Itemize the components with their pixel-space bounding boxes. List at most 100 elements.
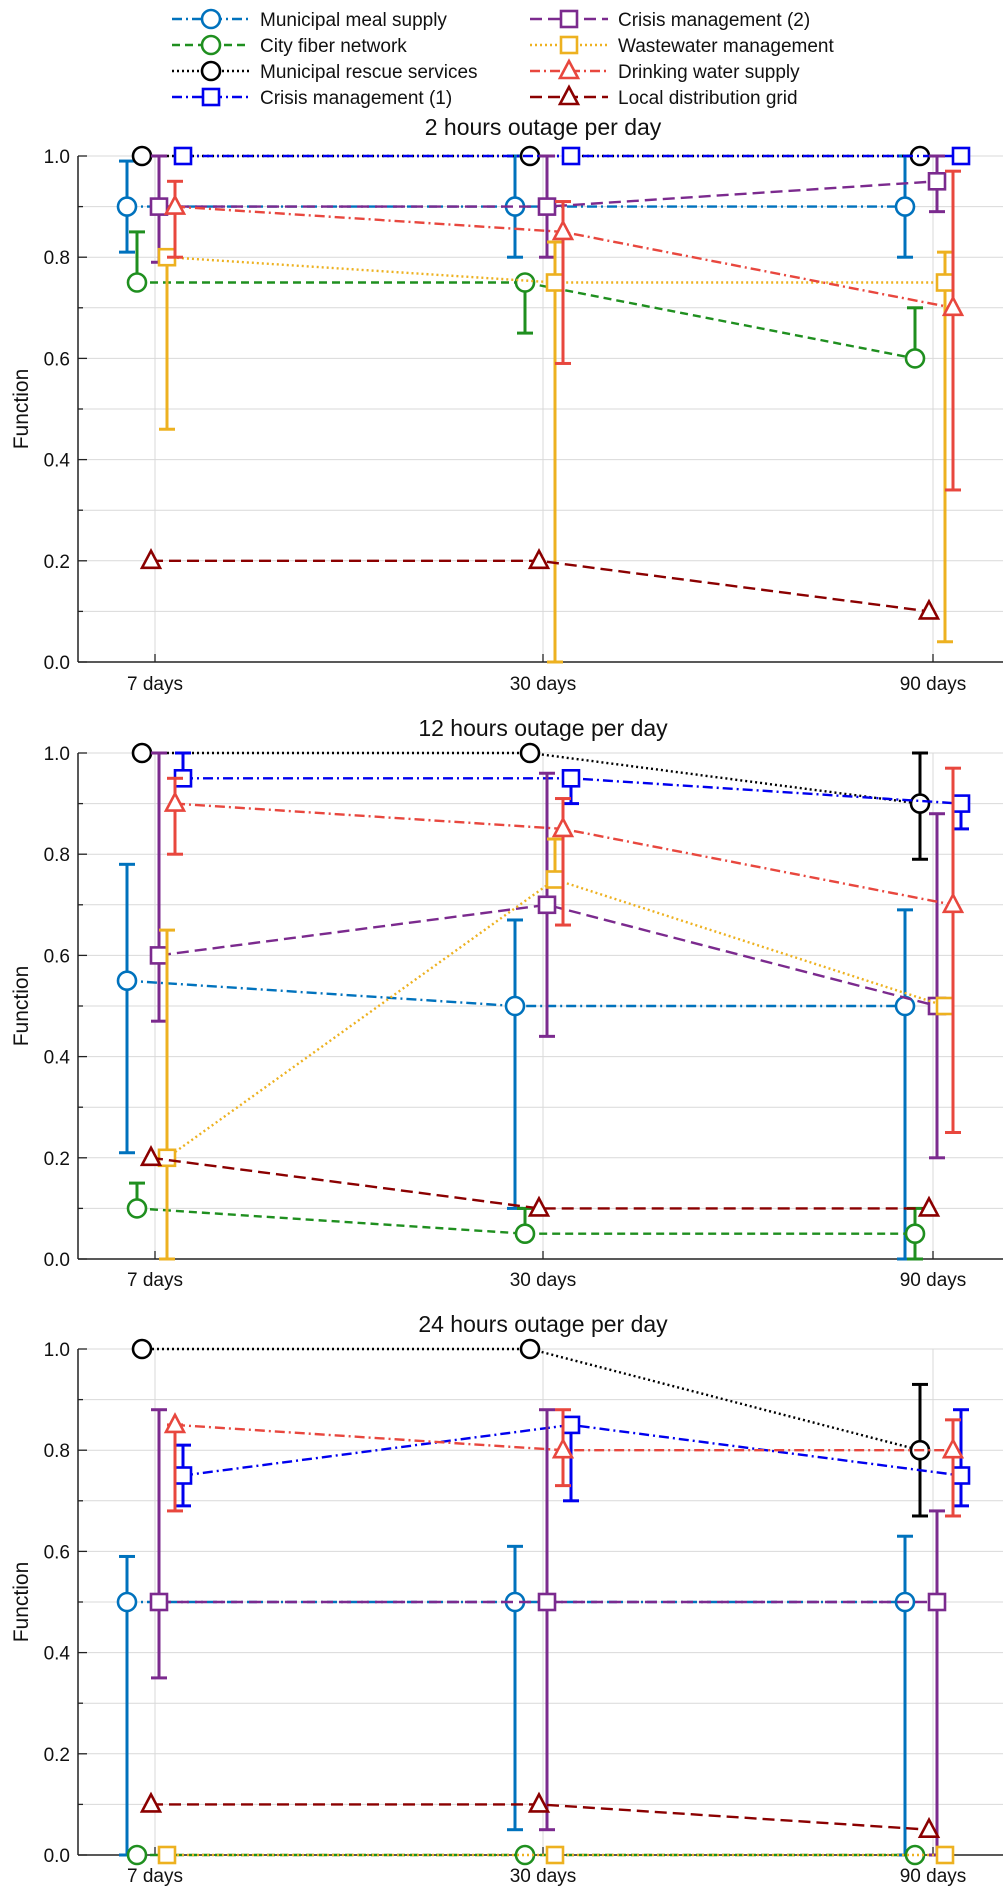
legend-label-crisis-management-1: Crisis management (1) — [260, 88, 452, 109]
panel-2-hours: 0.0 0.2 0.4 0.6 0.8 1.0 7 days 30 days 90 days 2 … — [10, 114, 1003, 695]
point-local-distribution-grid — [139, 1791, 163, 1813]
x-tick-label: 7 days — [127, 674, 183, 695]
legend-marker-drinking-water-supply — [557, 58, 581, 80]
legend-marker-municipal-meal-supply — [200, 8, 222, 30]
y-tick-label: 0.8 — [44, 1441, 70, 1462]
point-wastewater-management — [545, 273, 565, 292]
point-local-distribution-grid — [917, 1195, 941, 1217]
y-tick-label: 0.6 — [44, 946, 70, 967]
point-drinking-water-supply — [551, 1437, 575, 1459]
y-tick-label: 0.4 — [44, 1644, 71, 1665]
point-city-fiber-network — [126, 1198, 148, 1219]
point-wastewater-management — [157, 1845, 177, 1865]
series-line-wastewater-management — [166, 878, 946, 1159]
series-crisis-management-1 — [173, 1408, 971, 1508]
point-drinking-water-supply — [551, 816, 575, 838]
series-line-municipal-rescue-services — [142, 1347, 921, 1452]
legend-label-local-distribution-grid: Local distribution grid — [618, 88, 798, 109]
series-drinking-water-supply — [163, 766, 965, 1134]
series-city-fiber-network — [126, 230, 926, 369]
point-wastewater-management — [545, 870, 565, 889]
point-crisis-management-1 — [173, 146, 193, 166]
point-wastewater-management — [935, 1845, 955, 1865]
point-city-fiber-network — [904, 348, 926, 369]
series-local-distribution-grid — [139, 1145, 941, 1217]
chart-title: 24 hours outage per day — [418, 1311, 668, 1337]
series-local-distribution-grid — [139, 1791, 941, 1838]
x-tick-label: 30 days — [510, 1270, 577, 1291]
legend-marker-municipal-rescue-services — [200, 60, 222, 82]
point-city-fiber-network — [126, 272, 148, 293]
point-crisis-management-1 — [561, 768, 581, 788]
point-municipal-meal-supply — [504, 995, 526, 1017]
point-city-fiber-network — [904, 1223, 926, 1244]
point-crisis-management-1 — [173, 1466, 193, 1485]
point-crisis-management-2 — [149, 1592, 169, 1612]
series-wastewater-management — [157, 1845, 955, 1865]
chart-title: 2 hours outage per day — [425, 114, 662, 140]
point-crisis-management-1 — [561, 146, 581, 166]
y-tick-label: 1.0 — [44, 744, 70, 765]
y-tick-label: 0.6 — [44, 349, 70, 370]
point-local-distribution-grid — [527, 1195, 551, 1217]
point-local-distribution-grid — [917, 598, 941, 620]
legend-label-crisis-management-2: Crisis management (2) — [618, 10, 810, 31]
point-local-distribution-grid — [917, 1816, 941, 1838]
y-axis-label: Function — [10, 1562, 33, 1643]
legend-label-drinking-water-supply: Drinking water supply — [618, 62, 800, 83]
point-drinking-water-supply — [941, 892, 965, 914]
series-line-city-fiber-network — [137, 281, 916, 360]
y-tick-label: 0.0 — [44, 1846, 70, 1867]
point-municipal-meal-supply — [116, 1591, 138, 1613]
y-tick-label: 0.4 — [44, 451, 71, 472]
point-crisis-management-2 — [149, 197, 169, 216]
point-municipal-meal-supply — [116, 970, 138, 992]
y-tick-label: 0.0 — [44, 1250, 70, 1271]
series-city-fiber-network — [126, 1181, 926, 1261]
series-crisis-management-2 — [149, 154, 947, 264]
series-local-distribution-grid — [139, 548, 941, 620]
point-crisis-management-1 — [951, 794, 971, 813]
point-municipal-meal-supply — [894, 196, 916, 217]
legend-label-municipal-meal-supply: Municipal meal supply — [260, 10, 447, 31]
point-crisis-management-2 — [537, 197, 557, 216]
point-municipal-rescue-services — [909, 793, 931, 814]
series-drinking-water-supply — [163, 169, 965, 492]
series-drinking-water-supply — [163, 1408, 965, 1518]
point-drinking-water-supply — [163, 1412, 187, 1434]
y-tick-label: 0.8 — [44, 845, 70, 866]
panel-12-hours: 0.0 0.2 0.4 0.6 0.8 1.0 7 days 30 days 90 days 12… — [10, 715, 1003, 1291]
series-municipal-meal-supply — [116, 862, 916, 1261]
point-crisis-management-1 — [951, 146, 971, 166]
x-tick-label: 90 days — [900, 1866, 967, 1887]
legend-label-wastewater-management: Wastewater management — [618, 36, 835, 57]
point-drinking-water-supply — [941, 295, 965, 317]
x-tick-label: 7 days — [127, 1866, 183, 1887]
series-line-local-distribution-grid — [150, 1156, 929, 1210]
y-axis-label: Function — [10, 369, 33, 450]
series-crisis-management-2 — [149, 1408, 947, 1857]
y-axis-label: Function — [10, 966, 33, 1047]
point-crisis-management-1 — [951, 1466, 971, 1485]
point-municipal-rescue-services — [131, 145, 153, 167]
panel-24-hours: 0.0 0.2 0.4 0.6 0.8 1.0 7 days 30 days 90 days 24… — [10, 1311, 1003, 1887]
series-wastewater-management — [157, 837, 955, 1261]
point-wastewater-management — [157, 1148, 177, 1168]
point-city-fiber-network — [126, 1844, 148, 1866]
legend-marker-crisis-management-2 — [559, 9, 579, 29]
x-tick-label: 90 days — [900, 674, 967, 695]
series-crisis-management-1 — [173, 146, 971, 166]
point-drinking-water-supply — [163, 790, 187, 812]
y-tick-label: 0.4 — [44, 1048, 71, 1069]
point-local-distribution-grid — [139, 1145, 163, 1167]
x-tick-label: 7 days — [127, 1270, 183, 1291]
x-tick-label: 30 days — [510, 674, 577, 695]
point-municipal-rescue-services — [519, 1338, 541, 1360]
point-crisis-management-2 — [149, 946, 169, 965]
series-line-municipal-rescue-services — [142, 751, 921, 805]
y-tick-label: 0.2 — [44, 552, 70, 573]
point-drinking-water-supply — [163, 193, 187, 215]
legend-label-municipal-rescue-services: Municipal rescue services — [260, 62, 478, 83]
point-crisis-management-2 — [537, 895, 557, 915]
